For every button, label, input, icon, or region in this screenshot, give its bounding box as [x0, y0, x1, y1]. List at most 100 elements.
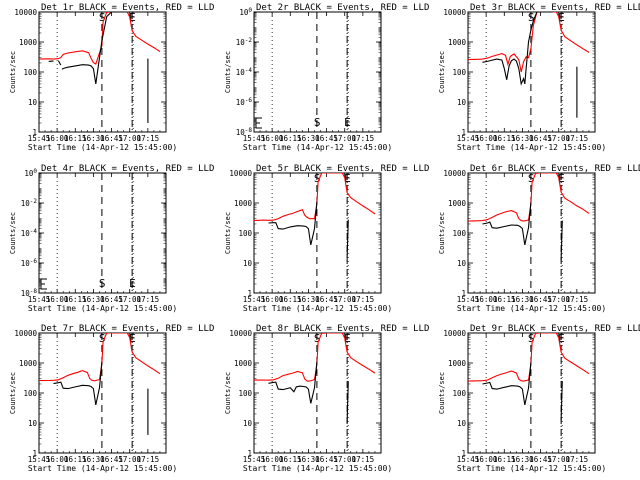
y-tick-label: 100 [238, 229, 252, 238]
y-axis-label: Counts/sec [9, 212, 17, 254]
x-tick-label: 17:00 [333, 455, 356, 464]
y-tick-label: 10000 [229, 169, 252, 178]
series-line-events [268, 201, 318, 246]
plot-frame [467, 11, 596, 133]
x-tick-label: 16:45 [529, 295, 552, 304]
marker-label-s: S [99, 277, 106, 290]
x-tick-label: 15:45 [28, 295, 51, 304]
y-tick-label: 1000 [19, 38, 38, 47]
y-tick-exp: 0 [248, 7, 252, 14]
y-tick-exp: -4 [30, 228, 38, 235]
y-tick-label: 1000 [448, 199, 467, 208]
y-tick-exp: -6 [245, 97, 253, 104]
x-tick-label: 15:45 [457, 295, 480, 304]
marker-label-s: S [314, 332, 321, 345]
y-tick-label: 10 [243, 259, 253, 268]
series-line-events [61, 12, 128, 84]
x-tick-label: 16:45 [100, 134, 123, 143]
x-tick-label: 16:45 [100, 295, 123, 304]
x-tick-label: 16:00 [475, 134, 498, 143]
y-tick-label: 1 [461, 128, 466, 137]
marker-label-e: E [558, 11, 565, 24]
y-tick-label: 10000 [443, 169, 466, 178]
marker-label-s: S [314, 172, 321, 185]
x-tick-label: 17:00 [118, 134, 141, 143]
x-tick-label: 16:30 [82, 134, 105, 143]
x-tick-label: 16:00 [261, 455, 284, 464]
x-tick-label: 16:15 [64, 134, 87, 143]
y-tick-label: 1 [32, 128, 37, 137]
panel-det-7: Det 7r BLACK = Events, RED = LLD15:4516:… [9, 324, 214, 473]
y-tick-base: 10 [239, 8, 249, 17]
x-tick-label: 15:45 [28, 134, 51, 143]
y-tick-label: 10 [457, 259, 467, 268]
y-tick-label: 100 [452, 389, 466, 398]
x-tick-label: 16:00 [261, 295, 284, 304]
y-tick-label: 10 [28, 98, 38, 107]
x-tick-label: 16:30 [297, 134, 320, 143]
x-axis-label: Start Time (14-Apr-12 15:45:00) [243, 143, 392, 152]
x-tick-label: 16:30 [511, 134, 534, 143]
x-tick-label: 16:15 [493, 455, 516, 464]
y-tick-label: 1 [461, 449, 466, 458]
x-tick-label: 16:30 [511, 455, 534, 464]
x-tick-label: 17:15 [566, 455, 589, 464]
series-line-events [482, 362, 532, 406]
y-tick-label: 10000 [229, 329, 252, 338]
marker-label-e: E [344, 116, 351, 129]
panel-title: Det 4r BLACK = Events, RED = LLD [41, 164, 214, 174]
y-tick-label: 10-2 [236, 37, 253, 47]
y-tick-label: 100 [24, 168, 37, 178]
y-tick-label: 10-6 [236, 97, 253, 107]
y-tick-label: 10000 [14, 329, 37, 338]
x-tick-label: 16:00 [261, 134, 284, 143]
panel-title: Det 8r BLACK = Events, RED = LLD [256, 324, 429, 334]
y-tick-exp: -6 [30, 258, 38, 265]
series-group [468, 333, 590, 421]
x-tick-label: 15:45 [243, 295, 266, 304]
marker-label-s: S [99, 332, 106, 345]
x-tick-label: 17:15 [352, 455, 375, 464]
series-line-events [346, 219, 349, 258]
marker-label-e: E [344, 332, 351, 345]
y-axis-label: Counts/sec [9, 372, 17, 414]
y-tick-base: 10 [236, 38, 246, 47]
edge-marker [255, 117, 262, 129]
x-tick-label: 16:30 [297, 295, 320, 304]
series-group [468, 173, 590, 261]
x-tick-label: 17:15 [352, 134, 375, 143]
x-tick-label: 17:15 [566, 134, 589, 143]
x-tick-label: 16:00 [46, 134, 69, 143]
y-tick-label: 1 [247, 449, 252, 458]
series-line-events [268, 361, 318, 404]
marker-label-s: S [528, 332, 535, 345]
panel-title: Det 1r BLACK = Events, RED = LLD [41, 3, 214, 13]
y-tick-label: 1 [247, 289, 252, 298]
x-tick-label: 16:00 [46, 455, 69, 464]
y-axis-label: Counts/sec [224, 51, 232, 93]
series-group [39, 12, 161, 123]
x-tick-label: 17:15 [137, 455, 160, 464]
marker-label-e: E [129, 277, 136, 290]
x-tick-label: 16:15 [279, 295, 302, 304]
x-tick-label: 16:00 [475, 295, 498, 304]
y-tick-label: 1000 [448, 359, 467, 368]
y-tick-label: 10-4 [236, 67, 253, 77]
y-tick-exp: -8 [245, 127, 253, 134]
y-tick-label: 100 [239, 7, 252, 17]
y-tick-base: 10 [21, 259, 31, 268]
y-tick-label: 100 [23, 389, 37, 398]
y-axis-label: Counts/sec [224, 372, 232, 414]
series-group [254, 173, 376, 258]
panel-det-1: Det 1r BLACK = Events, RED = LLD15:4516:… [9, 3, 214, 152]
x-tick-label: 16:30 [82, 455, 105, 464]
plot-frame [38, 172, 167, 294]
y-axis-label: Counts/sec [9, 51, 17, 93]
y-axis-label: Counts/sec [438, 212, 446, 254]
y-tick-exp: -4 [245, 67, 253, 74]
marker-label-e: E [129, 11, 136, 24]
y-tick-exp: -2 [30, 198, 38, 205]
x-axis-label: Start Time (14-Apr-12 15:45:00) [28, 464, 177, 473]
y-tick-base: 10 [21, 289, 31, 298]
